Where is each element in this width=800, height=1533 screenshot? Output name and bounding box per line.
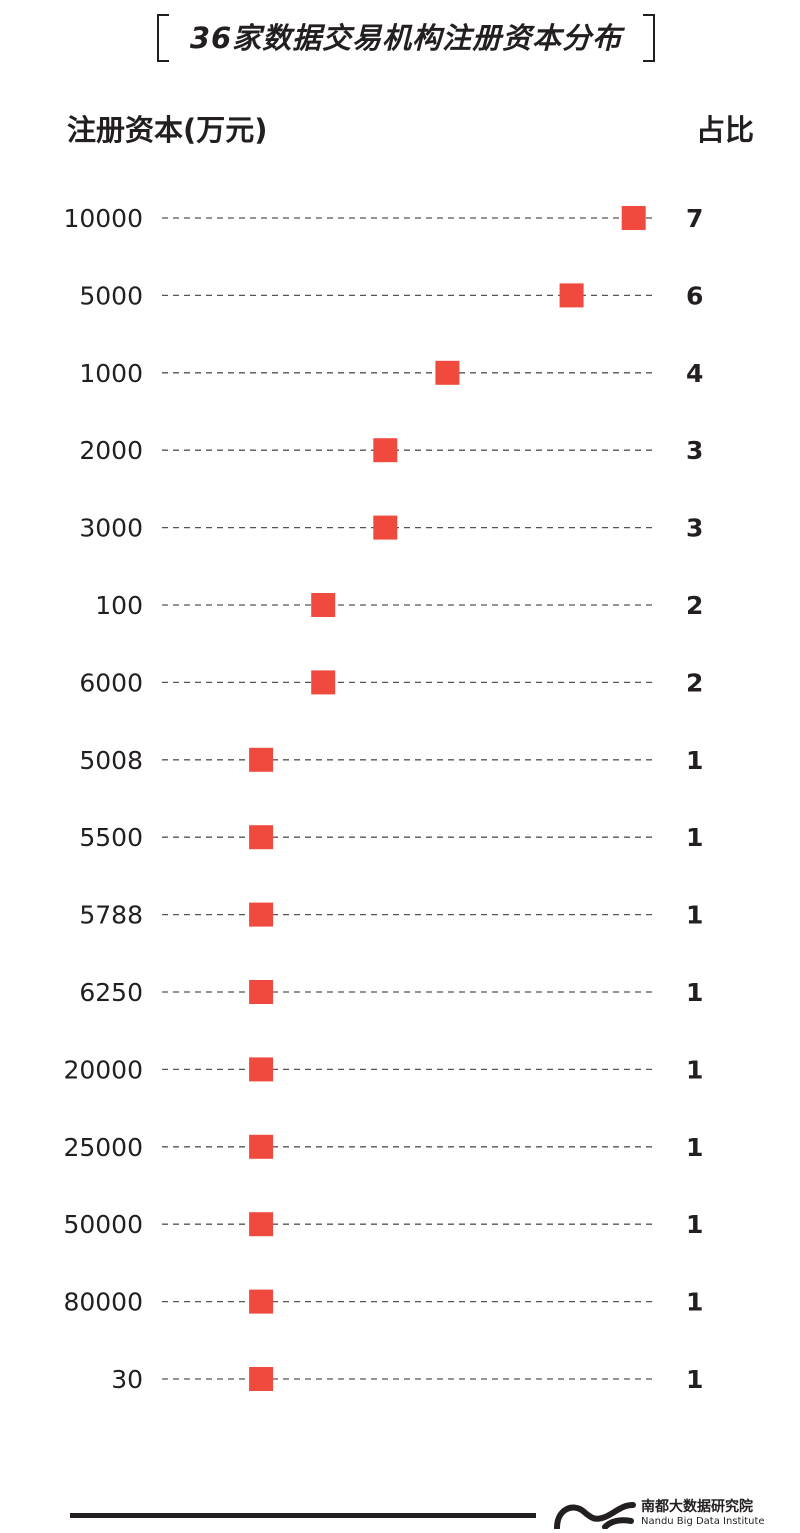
brand-name-cn: 南都大数据研究院	[641, 1499, 753, 1515]
category-label: 5008	[79, 746, 143, 775]
data-point-marker	[621, 206, 646, 230]
category-label: 5788	[79, 901, 143, 930]
category-axis-label: 注册资本(万元)	[67, 113, 268, 147]
category-label: 1000	[79, 359, 143, 388]
chart-title: 36家数据交易机构注册资本分布	[189, 21, 623, 55]
category-label: 6000	[79, 668, 143, 697]
data-point-marker	[311, 670, 336, 695]
category-label: 30	[111, 1365, 143, 1394]
category-label: 3000	[79, 514, 143, 543]
category-label: 5000	[79, 281, 143, 310]
data-value-label: 2	[686, 668, 703, 697]
data-point-marker	[249, 1057, 274, 1082]
data-value-label: 3	[686, 514, 703, 543]
value-column-label: 占比	[695, 113, 754, 147]
title-bracket-right	[643, 14, 655, 62]
data-point-marker	[249, 902, 274, 927]
data-value-label: 1	[686, 1055, 703, 1084]
data-point-marker	[435, 360, 460, 385]
data-point-marker	[249, 1289, 274, 1314]
data-point-marker	[249, 747, 274, 772]
category-label: 80000	[63, 1288, 143, 1317]
title-bracket-left	[157, 14, 169, 62]
data-value-label: 3	[686, 436, 703, 465]
data-point-marker	[559, 283, 584, 308]
brand-mark-icon	[554, 1502, 636, 1529]
dot-plot: 10000 7 5000 6 1000 4 2000 3 3000 3 100 2 6000 2 5008 1…	[63, 204, 703, 1394]
category-label: 2000	[79, 436, 143, 465]
data-value-label: 1	[686, 746, 703, 775]
category-label: 10000	[63, 204, 143, 233]
data-value-label: 1	[686, 1288, 703, 1317]
data-point-marker	[311, 593, 336, 617]
data-point-marker	[249, 1367, 274, 1391]
data-value-label: 2	[686, 591, 703, 620]
footer-rule	[70, 1513, 536, 1518]
category-label: 20000	[63, 1055, 143, 1084]
category-label: 6250	[79, 978, 143, 1007]
data-point-marker	[249, 1134, 274, 1159]
data-value-label: 1	[686, 978, 703, 1007]
category-label: 25000	[63, 1133, 143, 1162]
data-value-label: 1	[686, 823, 703, 852]
data-point-marker	[249, 1212, 274, 1237]
data-point-marker	[249, 980, 274, 1004]
chart-title-frame: 36家数据交易机构注册资本分布	[157, 14, 655, 62]
brand-logo: 南都大数据研究院 Nandu Big Data Institute	[553, 1499, 793, 1531]
data-point-marker	[249, 825, 274, 850]
data-point-marker	[373, 438, 398, 463]
category-label: 50000	[63, 1210, 143, 1239]
data-point-marker	[373, 515, 398, 540]
data-value-label: 1	[686, 1365, 703, 1394]
data-value-label: 6	[686, 281, 703, 310]
category-label: 5500	[79, 823, 143, 852]
brand-name-en: Nandu Big Data Institute	[641, 1516, 765, 1527]
data-value-label: 1	[686, 901, 703, 930]
data-value-label: 4	[686, 359, 703, 388]
data-value-label: 1	[686, 1133, 703, 1162]
data-value-label: 1	[686, 1210, 703, 1239]
data-value-label: 7	[686, 204, 703, 233]
category-label: 100	[95, 591, 143, 620]
